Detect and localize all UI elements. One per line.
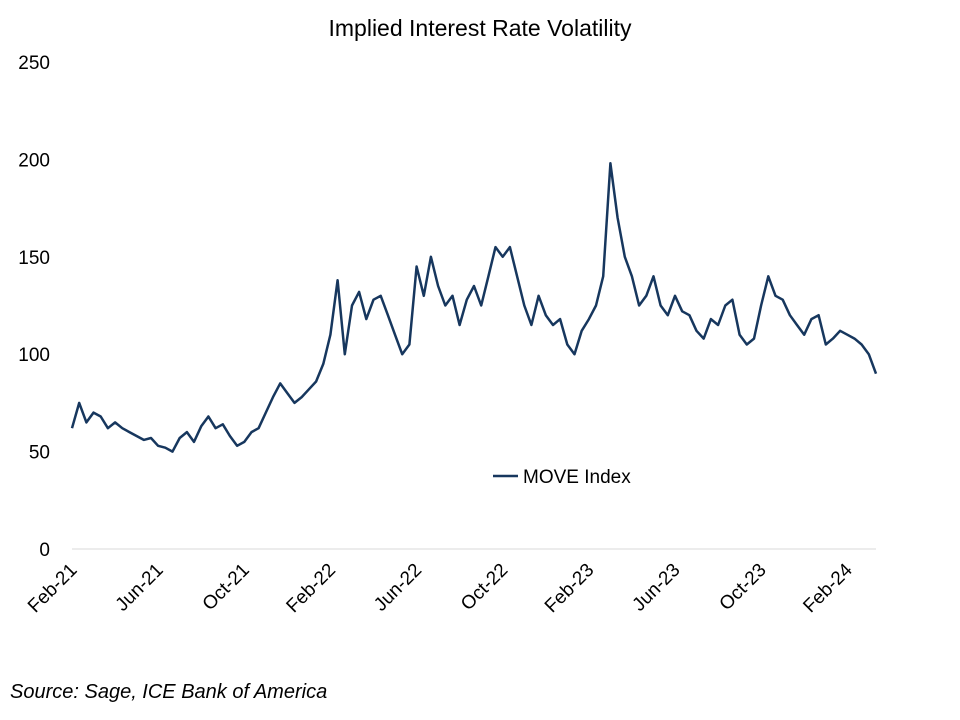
x-tick-label: Jun-21 bbox=[112, 560, 168, 616]
x-tick-label: Jun-22 bbox=[370, 560, 426, 616]
y-tick-label: 200 bbox=[18, 150, 50, 171]
y-tick-label: 150 bbox=[18, 248, 50, 269]
y-tick-label: 50 bbox=[29, 443, 50, 464]
x-tick-label: Oct-22 bbox=[457, 560, 512, 615]
x-tick-label: Feb-24 bbox=[799, 559, 857, 617]
legend-label: MOVE Index bbox=[523, 467, 631, 488]
x-tick-label: Feb-21 bbox=[24, 560, 81, 617]
source-note: Source: Sage, ICE Bank of America bbox=[10, 681, 327, 703]
y-tick-label: 100 bbox=[18, 345, 50, 366]
y-tick-label: 250 bbox=[18, 53, 50, 74]
x-tick-label: Feb-22 bbox=[283, 560, 340, 617]
y-tick-label: 0 bbox=[39, 540, 50, 561]
x-tick-label: Jun-23 bbox=[629, 560, 685, 616]
x-tick-label: Oct-23 bbox=[716, 560, 771, 615]
x-tick-label: Feb-23 bbox=[541, 560, 598, 617]
chart-title: Implied Interest Rate Volatility bbox=[329, 15, 632, 41]
x-tick-label: Oct-21 bbox=[199, 560, 254, 615]
series-line bbox=[70, 162, 878, 453]
